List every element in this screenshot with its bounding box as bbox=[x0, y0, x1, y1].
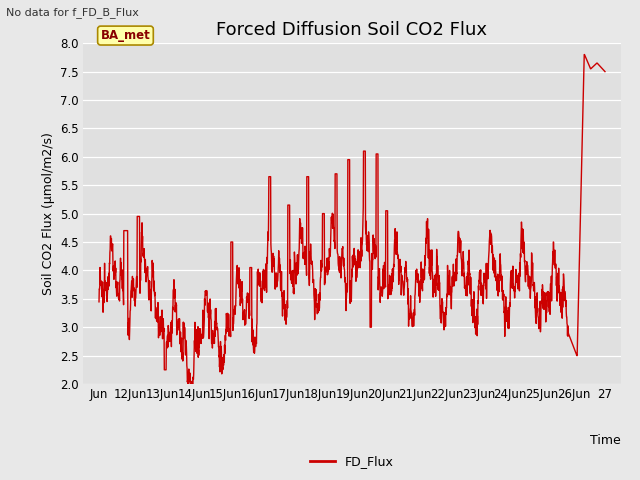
Text: Time: Time bbox=[590, 434, 621, 447]
Y-axis label: Soil CO2 Flux (μmol/m2/s): Soil CO2 Flux (μmol/m2/s) bbox=[42, 132, 55, 295]
Text: BA_met: BA_met bbox=[100, 29, 150, 42]
Text: No data for f_FD_B_Flux: No data for f_FD_B_Flux bbox=[6, 7, 140, 18]
Title: Forced Diffusion Soil CO2 Flux: Forced Diffusion Soil CO2 Flux bbox=[216, 21, 488, 39]
Legend: FD_Flux: FD_Flux bbox=[305, 450, 399, 473]
